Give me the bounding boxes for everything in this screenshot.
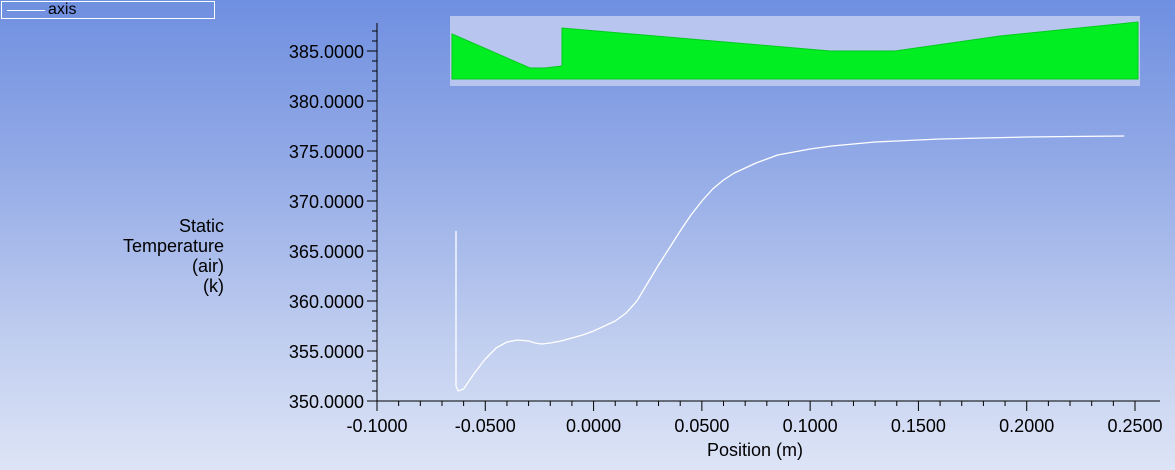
y-axis-label-line: (k): [203, 276, 224, 296]
x-axis-label: Position (m): [706, 440, 804, 460]
legend: axis: [1, 1, 215, 19]
x-tick-label: 0.0500: [674, 416, 729, 436]
y-axis-label-line: Temperature: [122, 236, 224, 256]
y-tick-label: 350.0000: [289, 392, 364, 412]
y-tick-label: 360.0000: [289, 292, 364, 312]
tick-marks: [367, 30, 1136, 411]
y-tick-label: 375.0000: [289, 142, 364, 162]
y-tick-label: 355.0000: [289, 342, 364, 362]
y-tick-label: 370.0000: [289, 192, 364, 212]
geometry-inset: [450, 16, 1140, 86]
x-tick-label: 0.1000: [783, 416, 838, 436]
y-axis-label-line: Static: [178, 216, 224, 236]
legend-label: axis: [48, 1, 77, 18]
y-tick-label: 365.0000: [289, 242, 364, 262]
x-tick-label: 0.1500: [891, 416, 946, 436]
series-line-axis: [455, 135, 1125, 392]
y-axis-label: Static Temperature (air) (k): [123, 216, 224, 296]
inset-geometry-shape: [451, 21, 1139, 80]
x-tick-label: 0.0000: [566, 416, 621, 436]
axes: [376, 23, 1160, 402]
x-tick-label: 0.2000: [999, 416, 1054, 436]
x-tick-label: -0.0500: [455, 416, 516, 436]
tick-labels: -0.1000 -0.0500 0.0000 0.0500 0.1000 0.1500 0.…: [289, 42, 1163, 436]
x-tick-label: -0.1000: [346, 416, 407, 436]
y-axis-label-line: (air): [192, 256, 224, 276]
legend-line-swatch: [7, 10, 45, 11]
y-tick-label: 385.0000: [289, 42, 364, 62]
x-tick-label: 0.2500: [1107, 416, 1162, 436]
y-tick-label: 380.0000: [289, 92, 364, 112]
series-lines: [455, 135, 1125, 392]
